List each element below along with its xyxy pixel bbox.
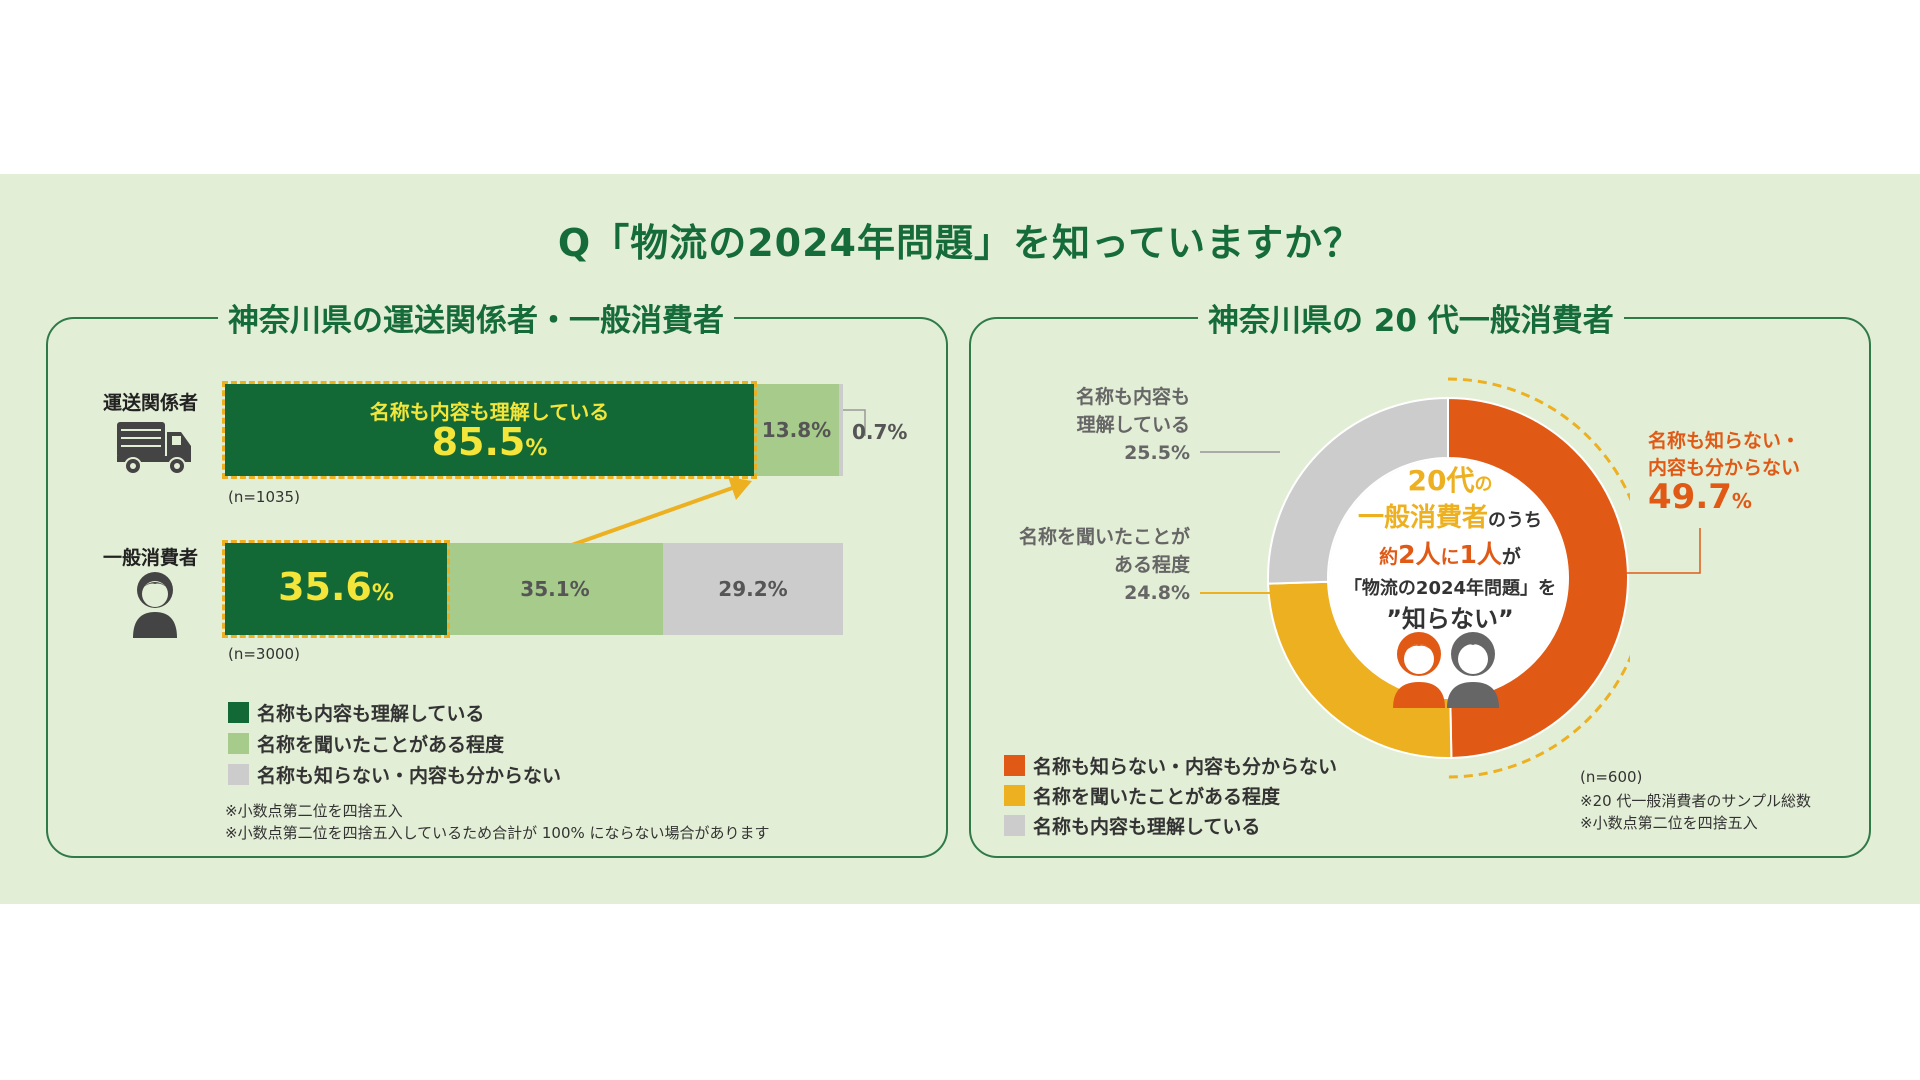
highlight-consumer (222, 540, 450, 638)
bar-transport-unknown (839, 384, 843, 476)
legend-label: 名称も内容も理解している (257, 703, 485, 725)
legend-label: 名称を聞いたことがある程度 (257, 734, 505, 756)
donut-chart (1267, 377, 1630, 779)
right-note-3: ※小数点第二位を四捨五入 (1580, 814, 1758, 832)
legend-label: 名称も知らない・内容も分からない (257, 765, 562, 787)
person-icon (133, 572, 177, 638)
question-title: Q「物流の2024年問題」を知っていますか？ (557, 221, 1363, 265)
center-20s: 20代 (1407, 464, 1475, 497)
legend-swatch (228, 702, 249, 723)
bar-transport-heard: 13.8% (754, 384, 839, 476)
value-unit: % (371, 581, 394, 606)
two-people-icon (1393, 632, 1499, 708)
highlight-transport (222, 381, 757, 479)
center-yaku: 約 (1379, 546, 1399, 568)
truck-icon (117, 422, 191, 475)
bar-consumer-unknown: 29.2% (663, 543, 843, 635)
value-unit: % (1731, 489, 1752, 513)
donut-segments (1267, 396, 1629, 759)
donut-highlight-dash (1447, 377, 1630, 779)
label-heard-line2: ある程度 (1113, 554, 1190, 576)
center-ga: が (1501, 546, 1521, 568)
center-1nin: 1人 (1459, 540, 1502, 569)
center-line-2: 一般消費者のうち (1300, 501, 1600, 538)
legend-item-understand-right: 名称も内容も理解している (1004, 812, 1260, 839)
center-2nin: 2人 (1398, 540, 1441, 569)
n-consumer: (n=3000) (228, 645, 300, 663)
label-heard: 名称を聞いたことが ある程度 24.8% (980, 523, 1190, 607)
leader-understand (1200, 451, 1280, 453)
right-note-2: ※20 代一般消費者のサンプル総数 (1580, 792, 1811, 810)
center-line-3: 約2人に1人が (1300, 538, 1600, 575)
value-number: 35.6 (278, 565, 372, 609)
bar-consumer-unknown-label: 29.2% (718, 577, 788, 601)
center-ni: に (1440, 546, 1460, 568)
legend-swatch (1004, 755, 1025, 776)
left-note-2: ※小数点第二位を四捨五入しているため合計が 100% にならない場合があります (225, 824, 770, 842)
highlight-transport-value: 85.5% (225, 420, 754, 464)
center-nouchi: のうち (1488, 510, 1542, 531)
legend-swatch (1004, 785, 1025, 806)
left-box-title: 神奈川県の運送関係者・一般消費者 (218, 295, 734, 340)
center-consumer: 一般消費者 (1357, 503, 1488, 533)
leader-line-transport (843, 409, 866, 436)
legend-item-unknown-right: 名称も知らない・内容も分からない (1004, 752, 1337, 779)
highlight-transport-caption: 名称も内容も理解している (369, 400, 610, 424)
donut-segment-heard (1267, 580, 1453, 759)
row-label-transport: 運送関係者 (103, 392, 199, 414)
donut-segment-unknown (1447, 396, 1629, 759)
label-unknown: 名称も知らない・ 内容も分からない 49.7% (1648, 428, 1800, 516)
legend-swatch (1004, 815, 1025, 836)
label-unknown-value: 49.7% (1648, 480, 1800, 516)
label-unknown-line1: 名称も知らない・ (1648, 430, 1801, 452)
legend-label: 名称も知らない・内容も分からない (1033, 756, 1338, 778)
n-transport: (n=1035) (228, 488, 300, 506)
donut-center-text: 20代の 一般消費者のうち 約2人に1人が 「物流の2024年問題」を ”知らな… (1300, 465, 1600, 635)
legend-item-heard-right: 名称を聞いたことがある程度 (1004, 782, 1280, 809)
right-note-1: (n=600) (1580, 768, 1643, 786)
leader-heard (1200, 592, 1270, 594)
center-no: の (1474, 474, 1493, 495)
row-label-consumer: 一般消費者 (103, 547, 199, 569)
legend-swatch (228, 764, 249, 785)
bar-transport-heard-label: 13.8% (761, 418, 832, 442)
legend-label: 名称を聞いたことがある程度 (1033, 786, 1281, 808)
label-understand: 名称も内容も 理解している 25.5% (1030, 383, 1190, 467)
bar-consumer-heard-label: 35.1% (520, 577, 590, 601)
right-box-title: 神奈川県の 20 代一般消費者 (1198, 295, 1624, 340)
legend-swatch (228, 733, 249, 754)
label-heard-pct: 24.8% (1124, 582, 1190, 604)
highlight-consumer-value: 35.6% (225, 565, 447, 609)
label-understand-line2: 理解している (1076, 414, 1190, 436)
value-number: 49.7 (1648, 477, 1732, 517)
label-unknown-line2: 内容も分からない (1648, 457, 1801, 479)
label-understand-line1: 名称も内容も (1075, 386, 1190, 408)
bar-consumer-heard: 35.1% (447, 543, 663, 635)
legend-item-unknown: 名称も知らない・内容も分からない (228, 761, 561, 788)
value-unit: % (525, 436, 548, 461)
value-number: 85.5 (431, 420, 526, 464)
bar-transport-understand (225, 384, 754, 476)
left-note-1: ※小数点第二位を四捨五入 (225, 802, 403, 820)
label-understand-pct: 25.5% (1124, 442, 1190, 464)
leader-unknown (1598, 528, 1701, 574)
center-line-1: 20代の (1300, 465, 1600, 501)
donut-hole (1329, 459, 1567, 697)
center-line-5: ”知らない” (1386, 605, 1514, 633)
legend-item-heard: 名称を聞いたことがある程度 (228, 730, 504, 757)
donut-segment-understand (1267, 396, 1449, 585)
legend-item-understand: 名称も内容も理解している (228, 699, 484, 726)
bar-consumer-understand (225, 543, 447, 635)
label-heard-line1: 名称を聞いたことが (1018, 526, 1190, 548)
legend-label: 名称も内容も理解している (1033, 816, 1261, 838)
bar-transport-unknown-label: 0.7% (852, 420, 908, 444)
center-line-4: 「物流の2024年問題」を (1343, 578, 1557, 599)
